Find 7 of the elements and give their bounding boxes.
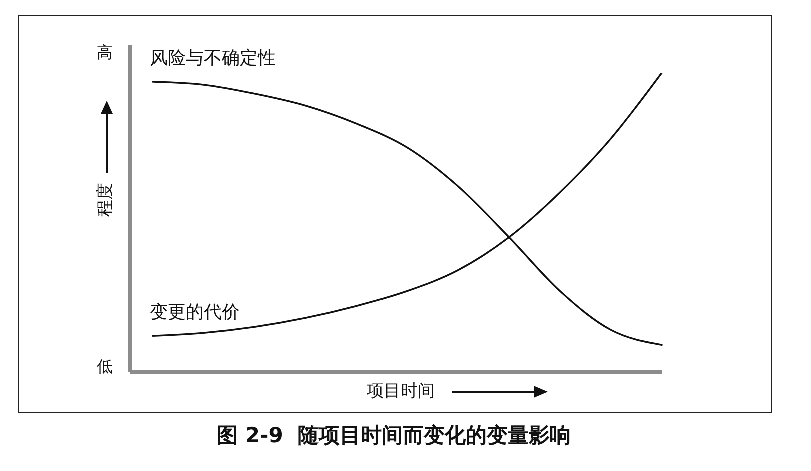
y-axis-title: 程度: [96, 183, 116, 217]
x-axis-title: 项目时间: [367, 382, 435, 402]
series-label: 变更的代价: [150, 302, 240, 324]
text: 低: [97, 357, 113, 376]
series-label: 风险与不确定性: [150, 48, 276, 69]
text: 图 2-9 随项目时间而变化的变量影响: [217, 424, 571, 448]
text: 高: [97, 43, 113, 62]
